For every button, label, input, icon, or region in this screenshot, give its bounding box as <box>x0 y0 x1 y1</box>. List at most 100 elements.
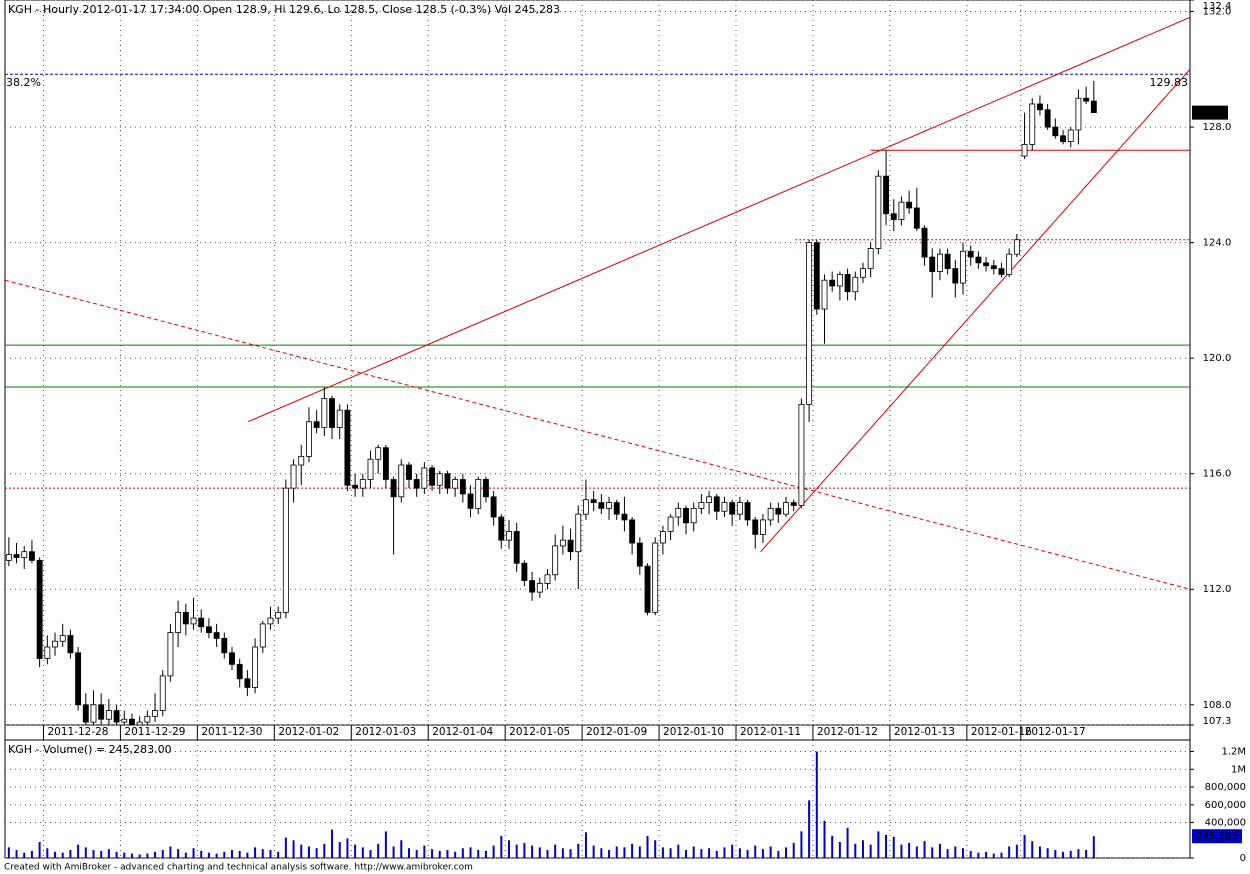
candle-body <box>529 580 536 593</box>
candle-body <box>105 710 112 720</box>
y2-tick-label: 400,000 <box>1205 818 1246 829</box>
candle-body <box>513 531 520 564</box>
candle-body <box>1021 144 1028 157</box>
candle-body <box>898 201 905 220</box>
candle-body <box>136 721 143 725</box>
candle-body <box>867 248 874 270</box>
fib-value: 129.83 <box>1150 76 1189 89</box>
drawings <box>5 16 1190 590</box>
candle-body <box>844 274 851 293</box>
candles <box>5 80 1097 725</box>
y2-tick-label: 800,000 <box>1205 782 1246 793</box>
candle-body <box>221 637 228 654</box>
x-tick-label: 2012-01-10 <box>663 726 724 738</box>
candle-body <box>205 626 212 633</box>
candle-body <box>536 583 543 593</box>
candle-body <box>75 652 82 706</box>
candle-body <box>852 276 859 293</box>
candle-body <box>644 565 651 613</box>
x-tick-label: 2012-01-16 <box>971 726 1032 738</box>
candle-body <box>913 207 920 229</box>
price-grid <box>5 0 1194 740</box>
candle-body <box>921 227 928 258</box>
candle-body <box>413 479 420 489</box>
candle-body <box>467 493 474 509</box>
candle-body <box>1067 129 1074 142</box>
candle-body <box>152 710 158 717</box>
candle-body <box>667 516 674 532</box>
candle-body <box>421 467 428 489</box>
candle-body <box>990 265 997 270</box>
candle-body <box>621 513 628 521</box>
candle-body <box>606 502 612 509</box>
trend-line <box>760 68 1190 553</box>
volume-title: KGH - Volume() = 245,283.00 <box>8 743 172 756</box>
candle-body <box>783 502 789 515</box>
candle-body <box>1090 100 1097 114</box>
candle-body <box>344 409 351 486</box>
candle-body <box>213 632 220 639</box>
candle-body <box>352 484 359 489</box>
candle-body <box>175 611 182 633</box>
volume-bars <box>7 751 1095 858</box>
candle-body <box>159 675 166 711</box>
candle-body <box>936 253 943 272</box>
candle-body <box>1029 103 1036 145</box>
candle-body <box>629 519 636 544</box>
candle-body <box>890 213 897 220</box>
candle-body <box>636 542 643 567</box>
y-tick-label: 116.0 <box>1203 469 1232 480</box>
y2-tick-label: 0 <box>1240 853 1246 864</box>
candle-body <box>298 455 305 466</box>
candle-body <box>452 479 459 489</box>
candle-body <box>336 409 343 428</box>
candle-body <box>190 617 197 625</box>
candle-body <box>706 496 713 503</box>
x-tick-label: 2012-01-17 <box>1025 726 1086 738</box>
last-volume: 245,283 <box>1196 831 1237 842</box>
candle-body <box>13 554 20 558</box>
candle-body <box>444 473 451 489</box>
candle-body <box>967 250 974 258</box>
candle-body <box>736 502 743 515</box>
candle-body <box>906 201 913 209</box>
candle-body <box>698 502 705 509</box>
candle-body <box>652 542 659 613</box>
candle-body <box>590 499 597 503</box>
candle-body <box>767 507 774 521</box>
candle-body <box>1006 253 1013 275</box>
candle-body <box>559 539 566 547</box>
candle-body <box>683 507 689 524</box>
candle-body <box>498 516 505 541</box>
candle-body <box>375 447 382 460</box>
candle-body <box>28 551 35 561</box>
candle-body <box>367 458 374 480</box>
y-tick-label: 124.0 <box>1203 238 1232 249</box>
candle-body <box>975 256 982 264</box>
candle-body <box>506 531 512 541</box>
candle-body <box>282 487 289 613</box>
x-tick-label: 2012-01-05 <box>509 726 570 738</box>
volume-pane <box>4 739 1191 859</box>
x-tick-label: 2012-01-02 <box>278 726 339 738</box>
candle-body <box>883 175 889 215</box>
candle-body <box>475 479 482 509</box>
trend-line <box>5 279 1190 590</box>
y-tick-label: 107.3 <box>1203 716 1232 727</box>
candle-body <box>675 507 682 518</box>
candle-body <box>167 632 174 677</box>
candle-body <box>998 268 1005 275</box>
candle-body <box>813 242 820 310</box>
candle-body <box>960 250 966 284</box>
candle-body <box>775 507 782 515</box>
candle-body <box>790 502 797 506</box>
candle-body <box>659 531 666 544</box>
candle-body <box>198 617 205 628</box>
footer: Created with AmiBroker - advanced charti… <box>4 863 473 873</box>
y2-tick-label: 600,000 <box>1205 800 1246 811</box>
trend-line <box>247 16 1190 423</box>
candle-body <box>90 704 97 723</box>
candle-body <box>836 274 843 287</box>
candle-body <box>744 502 751 521</box>
candle-body <box>806 242 813 405</box>
